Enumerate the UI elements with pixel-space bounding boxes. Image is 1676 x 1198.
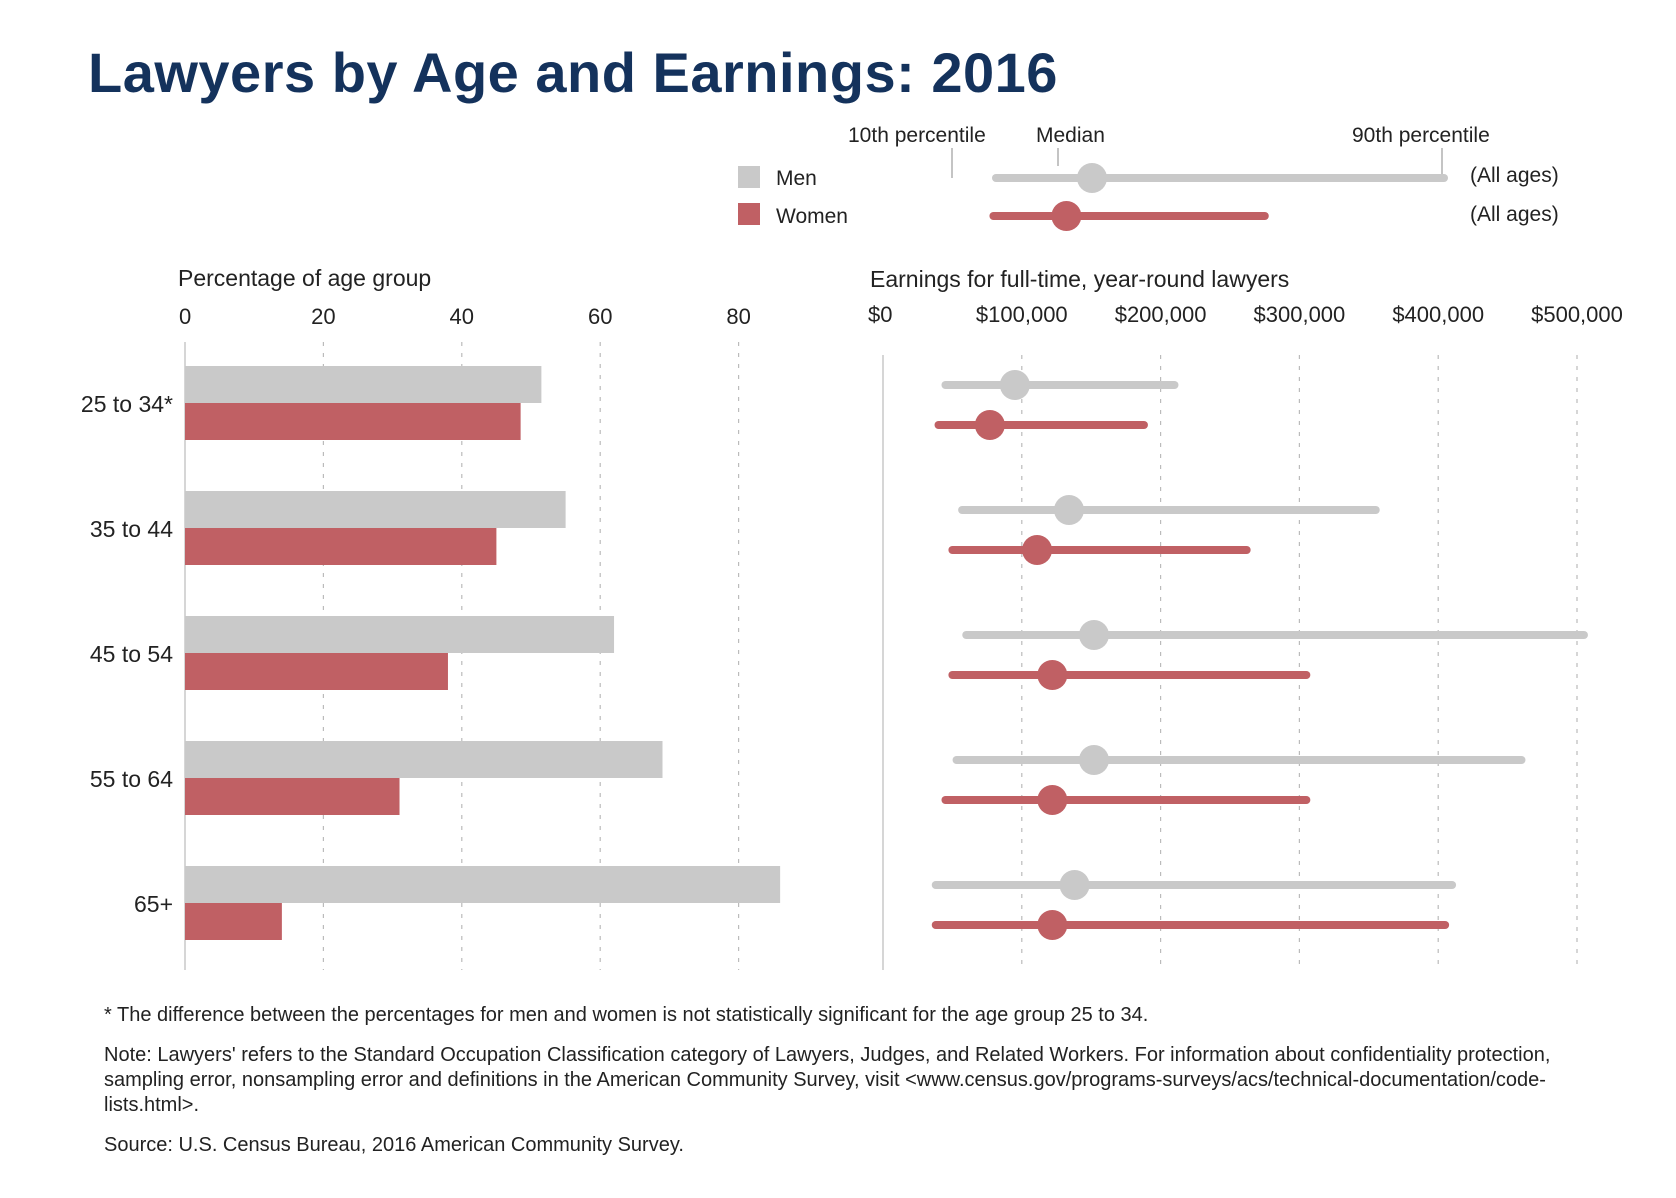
source-note: Source: U.S. Census Bureau, 2016 America… (104, 1134, 684, 1156)
bar-panel: 0 20 40 60 80 (179, 304, 781, 970)
category-labels: 25 to 34* 35 to 44 45 to 54 55 to 64 65+ (81, 391, 173, 917)
category-label: 35 to 44 (90, 516, 173, 542)
range-tick-label: $200,000 (1115, 302, 1207, 327)
median-dot-women (974, 410, 1005, 440)
bar-tick-label: 80 (726, 304, 750, 329)
asterisk-note: * The difference between the percentages… (104, 1004, 1149, 1026)
chart-canvas: Men Women 10th percentile Median 90th pe… (81, 124, 1623, 970)
median-dot-men (999, 370, 1030, 400)
bar-panel-title: Percentage of age group (178, 265, 431, 291)
category-label: 25 to 34* (81, 391, 173, 417)
category-label: 65+ (134, 891, 173, 917)
range-tick-label: $300,000 (1254, 302, 1346, 327)
bar-tick-label: 20 (311, 304, 335, 329)
bar-men (185, 866, 781, 903)
range-tick-label: $0 (868, 302, 892, 327)
bar-men (185, 616, 615, 653)
bar-men (185, 741, 663, 778)
range-tick-label: $400,000 (1392, 302, 1484, 327)
range-tick-label: $100,000 (976, 302, 1068, 327)
category-label: 45 to 54 (90, 641, 173, 667)
legend-all-ages-men: (All ages) (1470, 164, 1559, 187)
median-dot-women (1037, 910, 1068, 940)
range-panel-title: Earnings for full-time, year-round lawye… (870, 266, 1289, 292)
legend-p90-label: 90th percentile (1352, 124, 1490, 147)
bar-women (185, 403, 521, 440)
bar-women (185, 903, 282, 940)
legend-swatch-men (738, 166, 760, 188)
bar-women (185, 653, 448, 690)
legend-label-men: Men (776, 167, 817, 190)
median-dot-women (1037, 785, 1068, 815)
legend-all-ages-women: (All ages) (1470, 203, 1559, 226)
legend-swatch-women (738, 203, 760, 225)
median-dot-men (1053, 495, 1084, 525)
median-dot-men (1059, 870, 1090, 900)
median-dot-men (1078, 620, 1109, 650)
median-dot-women (1022, 535, 1053, 565)
category-label: 55 to 64 (90, 766, 173, 792)
bar-men (185, 366, 542, 403)
legend-p10-label: 10th percentile (848, 124, 986, 147)
bar-tick-label: 60 (588, 304, 612, 329)
chart-title: Lawyers by Age and Earnings: 2016 (88, 41, 1058, 104)
bar-men (185, 491, 566, 528)
legend-label-women: Women (776, 205, 848, 228)
range-tick-label: $500,000 (1531, 302, 1623, 327)
bar-tick-label: 0 (179, 304, 191, 329)
definition-note: Note: Lawyers' refers to the Standard Oc… (104, 1044, 1551, 1116)
median-dot-men (1078, 745, 1109, 775)
bar-women (185, 528, 497, 565)
legend: Men Women 10th percentile Median 90th pe… (738, 124, 1559, 231)
legend-median-label: Median (1036, 124, 1105, 147)
footnotes: * The difference between the percentages… (104, 1003, 1604, 1173)
range-panel: $0 $100,000 $200,000 $300,000 $400,000 $500,0… (868, 302, 1623, 970)
legend-median-dot-women (1051, 201, 1082, 231)
median-dot-women (1037, 660, 1068, 690)
legend-median-dot-men (1077, 163, 1107, 193)
bar-tick-label: 40 (450, 304, 474, 329)
bar-women (185, 778, 400, 815)
